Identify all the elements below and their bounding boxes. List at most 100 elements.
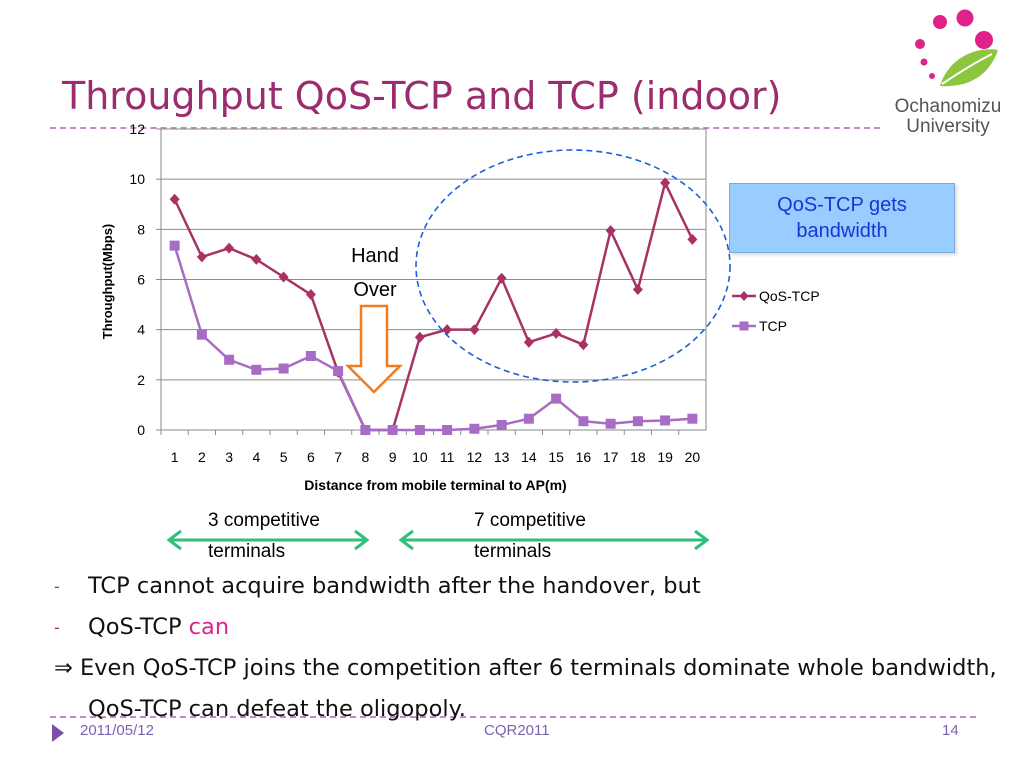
- y-axis-label: Throughput(Mbps): [100, 224, 115, 340]
- bullet-item: - QoS-TCP can: [54, 607, 1004, 648]
- y-tick-label: 8: [137, 221, 145, 237]
- x-tick-label: 8: [361, 449, 369, 465]
- data-point: [278, 271, 289, 283]
- logo-dot: [956, 9, 974, 27]
- x-tick-label: 5: [280, 449, 288, 465]
- range-left-label: 3 competitive: [208, 510, 320, 531]
- data-point: [523, 336, 534, 348]
- x-tick-label: 17: [603, 449, 619, 465]
- data-point: [469, 423, 480, 434]
- data-point: [196, 251, 207, 263]
- logo-dot: [933, 15, 947, 29]
- data-point: [523, 413, 534, 424]
- x-tick-label: 15: [548, 449, 564, 465]
- highlight-ellipse: [415, 149, 731, 383]
- range-arrow-left: [166, 529, 370, 551]
- data-point: [551, 393, 562, 404]
- x-tick-label: 13: [494, 449, 510, 465]
- bullet-highlight: can: [188, 614, 230, 640]
- data-point: [496, 272, 507, 284]
- x-tick-label: 14: [521, 449, 537, 465]
- range-right-label: 7 competitive: [474, 510, 586, 531]
- footer-date: 2011/05/12: [80, 722, 154, 739]
- y-tick-label: 0: [137, 422, 145, 438]
- x-tick-label: 18: [630, 449, 646, 465]
- data-point: [360, 425, 371, 435]
- footer-page-number: 14: [942, 722, 959, 739]
- data-point: [251, 253, 262, 265]
- data-point: [578, 339, 589, 351]
- data-point: [660, 177, 671, 189]
- data-point: [169, 240, 180, 251]
- handover-down-arrow-icon: [344, 304, 404, 394]
- legend-label: QoS-TCP: [759, 288, 820, 304]
- footer-conference: CQR2011: [484, 722, 550, 739]
- callout-line: QoS-TCP gets: [777, 194, 907, 216]
- y-tick-labels: 0 2 4 6 8 10 12: [129, 121, 145, 438]
- implication-symbol: ⇒: [54, 655, 73, 681]
- data-point: [469, 324, 480, 336]
- x-tick-label: 19: [657, 449, 673, 465]
- bullet-marker: -: [54, 618, 60, 637]
- x-axis-label: Distance from mobile terminal to AP(m): [304, 477, 566, 493]
- data-point: [278, 363, 289, 374]
- data-point: [305, 351, 316, 362]
- data-point: [251, 364, 262, 375]
- data-point: [632, 416, 643, 427]
- logo-text-line2: University: [906, 116, 990, 137]
- logo-dot: [975, 31, 993, 49]
- chart-legend: QoS-TCP TCP: [732, 288, 820, 334]
- x-tick-label: 1: [171, 449, 179, 465]
- bullet-marker: -: [54, 577, 60, 596]
- data-point: [551, 327, 562, 339]
- x-tick-label: 16: [576, 449, 592, 465]
- data-point: [169, 193, 180, 205]
- y-tick-label: 2: [137, 372, 145, 388]
- data-point: [442, 425, 453, 435]
- data-point: [660, 415, 671, 426]
- bullet-item: - TCP cannot acquire bandwidth after the…: [54, 566, 1004, 607]
- range-right-label: terminals: [474, 541, 551, 562]
- data-point: [333, 366, 344, 377]
- legend-label: TCP: [759, 318, 787, 334]
- y-tick-label: 12: [129, 121, 145, 137]
- data-point: [414, 331, 425, 343]
- data-point: [632, 284, 643, 296]
- implication-item: ⇒ Even QoS-TCP joins the competition aft…: [54, 648, 1004, 730]
- x-tick-labels: 1 2 3 4 5 6 7 8 9 10 11 12 13 14 15 16 17 18 19 20: [171, 449, 701, 465]
- data-point: [578, 416, 589, 427]
- x-tick-label: 9: [389, 449, 397, 465]
- data-point: [605, 225, 616, 237]
- x-tick-label: 10: [412, 449, 428, 465]
- data-point: [605, 418, 616, 429]
- title-divider: [50, 127, 880, 129]
- implication-text: Even QoS-TCP joins the competition after…: [80, 655, 997, 722]
- x-tick-label: 7: [334, 449, 342, 465]
- legend-marker: [739, 321, 749, 331]
- hand-over-label: Over: [353, 279, 397, 301]
- y-tick-label: 6: [137, 272, 145, 288]
- footer-divider: [50, 716, 976, 718]
- x-tick-label: 3: [225, 449, 233, 465]
- y-tick-label: 10: [129, 171, 145, 187]
- data-point: [196, 329, 207, 340]
- x-tick-label: 4: [252, 449, 260, 465]
- data-point: [687, 413, 698, 424]
- data-point: [305, 289, 316, 301]
- chart-gridlines: [156, 128, 706, 435]
- series-line: [173, 179, 694, 432]
- series-line: [173, 245, 693, 432]
- chart-series: [169, 177, 698, 436]
- data-point: [224, 242, 235, 254]
- data-point: [496, 419, 507, 430]
- data-point: [387, 425, 398, 435]
- data-point: [442, 324, 453, 336]
- bandwidth-callout: QoS-TCP gets bandwidth: [729, 183, 955, 253]
- footer-triangle-icon: [52, 724, 64, 742]
- bullet-text: QoS-TCP: [88, 614, 189, 640]
- logo-dot: [920, 58, 928, 66]
- callout-line: bandwidth: [796, 220, 888, 242]
- data-point: [687, 233, 698, 245]
- legend-marker: [739, 291, 749, 301]
